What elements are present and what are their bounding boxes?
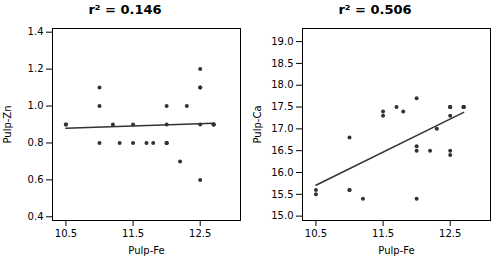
svg-text:1.2: 1.2	[28, 63, 44, 74]
svg-text:Pulp-Fe: Pulp-Fe	[128, 245, 164, 256]
svg-text:11.5: 11.5	[372, 228, 394, 239]
svg-text:19.0: 19.0	[271, 36, 293, 47]
svg-text:Pulp-Fe: Pulp-Fe	[378, 245, 414, 256]
svg-text:18.5: 18.5	[271, 58, 293, 69]
svg-text:Pulp-Ca: Pulp-Ca	[252, 105, 263, 143]
svg-text:0.6: 0.6	[28, 174, 44, 185]
svg-text:0.8: 0.8	[28, 137, 44, 148]
svg-text:15.0: 15.0	[271, 210, 293, 221]
svg-text:1.4: 1.4	[28, 26, 44, 37]
svg-text:16.0: 16.0	[271, 167, 293, 178]
svg-text:17.0: 17.0	[271, 123, 293, 134]
svg-text:18.0: 18.0	[271, 79, 293, 90]
svg-text:1.0: 1.0	[28, 100, 44, 111]
svg-text:12.5: 12.5	[189, 228, 211, 239]
svg-text:10.5: 10.5	[55, 228, 77, 239]
svg-text:12.5: 12.5	[439, 228, 461, 239]
svg-text:17.5: 17.5	[271, 101, 293, 112]
html-text:r² = 0.146: r² = 0.146	[88, 2, 162, 17]
svg-text:11.5: 11.5	[122, 228, 144, 239]
svg-text:15.5: 15.5	[271, 189, 293, 200]
svg-text:10.5: 10.5	[305, 228, 327, 239]
svg-text:0.4: 0.4	[28, 211, 44, 222]
svg-text:Pulp-Zn: Pulp-Zn	[2, 105, 13, 143]
svg-text:16.5: 16.5	[271, 145, 293, 156]
html-text:r² = 0.506: r² = 0.506	[338, 2, 412, 17]
